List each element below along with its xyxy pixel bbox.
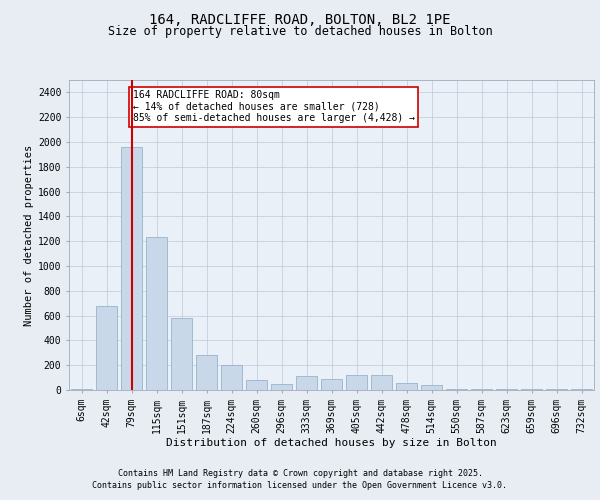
- Text: Contains HM Land Registry data © Crown copyright and database right 2025.: Contains HM Land Registry data © Crown c…: [118, 468, 482, 477]
- Bar: [246, 380, 267, 390]
- Bar: [321, 379, 342, 390]
- Text: 164 RADCLIFFE ROAD: 80sqm
← 14% of detached houses are smaller (728)
85% of semi: 164 RADCLIFFE ROAD: 80sqm ← 14% of detac…: [133, 90, 415, 123]
- Text: Size of property relative to detached houses in Bolton: Size of property relative to detached ho…: [107, 25, 493, 38]
- Bar: [121, 147, 142, 390]
- Bar: [221, 365, 242, 390]
- Bar: [146, 238, 167, 390]
- Text: Contains public sector information licensed under the Open Government Licence v3: Contains public sector information licen…: [92, 481, 508, 490]
- Y-axis label: Number of detached properties: Number of detached properties: [23, 144, 34, 326]
- Bar: [471, 389, 492, 390]
- Bar: [296, 376, 317, 390]
- X-axis label: Distribution of detached houses by size in Bolton: Distribution of detached houses by size …: [166, 438, 497, 448]
- Bar: [371, 375, 392, 390]
- Bar: [171, 318, 192, 390]
- Bar: [396, 382, 417, 390]
- Bar: [96, 306, 117, 390]
- Bar: [446, 389, 467, 390]
- Bar: [421, 385, 442, 390]
- Bar: [346, 375, 367, 390]
- Text: 164, RADCLIFFE ROAD, BOLTON, BL2 1PE: 164, RADCLIFFE ROAD, BOLTON, BL2 1PE: [149, 12, 451, 26]
- Bar: [196, 356, 217, 390]
- Bar: [271, 384, 292, 390]
- Bar: [71, 389, 92, 390]
